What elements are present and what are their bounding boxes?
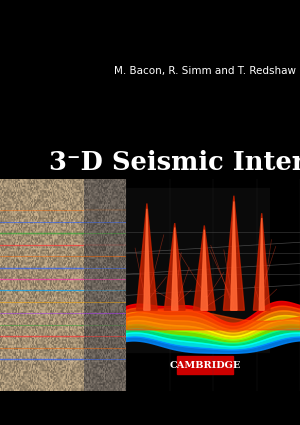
Text: CAMBRIDGE: CAMBRIDGE — [169, 361, 241, 370]
Polygon shape — [201, 230, 208, 310]
Polygon shape — [224, 196, 244, 310]
Bar — [38, 188, 103, 352]
Polygon shape — [172, 227, 178, 310]
Bar — [177, 356, 233, 374]
Text: 3⁻D Seismic Interpretation: 3⁻D Seismic Interpretation — [49, 150, 300, 176]
Polygon shape — [194, 225, 215, 310]
Text: M. Bacon, R. Simm and T. Redshaw: M. Bacon, R. Simm and T. Redshaw — [114, 66, 296, 76]
Polygon shape — [136, 204, 157, 310]
Polygon shape — [231, 201, 237, 310]
Bar — [103, 188, 270, 352]
Polygon shape — [144, 209, 150, 310]
Polygon shape — [259, 218, 264, 310]
Polygon shape — [254, 213, 270, 310]
Polygon shape — [164, 223, 185, 310]
